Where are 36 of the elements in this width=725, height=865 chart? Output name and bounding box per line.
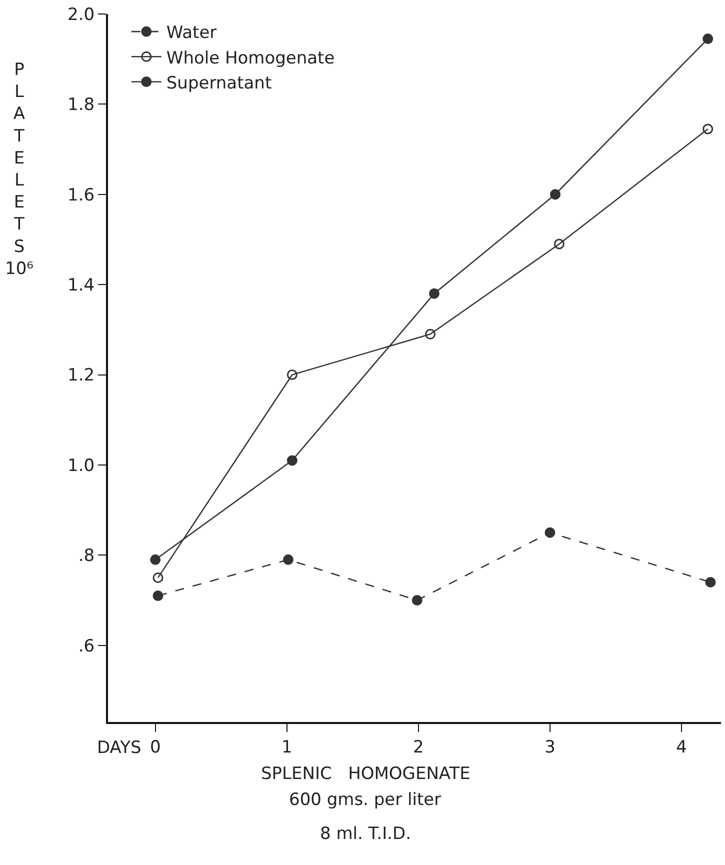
y-tick-label: 2.0: [68, 4, 95, 25]
point: [428, 288, 440, 299]
y-tick-label: 1.4: [68, 276, 95, 296]
x-tick-label: 2: [413, 737, 424, 758]
y-tick-label: 1.0: [68, 456, 95, 476]
text: 8 ml. T.I.D.: [320, 824, 411, 844]
x-tick-label: 3: [544, 737, 556, 758]
legend-label: Supernatant: [166, 73, 272, 94]
point: [544, 527, 556, 538]
text: PLATELETS 10⁶: [5, 60, 34, 279]
y-tick-label: .8: [78, 546, 95, 566]
point: [286, 455, 298, 466]
point: [150, 554, 161, 565]
point: [702, 124, 714, 134]
text: DAYS: [97, 738, 142, 758]
legend-label: Water: [166, 23, 217, 44]
point: [286, 370, 298, 380]
point: [152, 572, 164, 583]
y-tick-label: .6: [78, 636, 95, 656]
y-tick-label: 1.8: [68, 95, 95, 116]
legend-label: Whole Homogenate: [166, 48, 335, 68]
text: 600 gms. per liter: [289, 790, 442, 810]
point: [425, 328, 436, 340]
x-tick-label: 1: [281, 737, 292, 758]
point: [702, 34, 714, 44]
point: [152, 590, 164, 601]
x-axis-title: SPLENIC HOMOGENATE: [261, 764, 470, 784]
x-tick-label: 4: [676, 737, 687, 758]
y-tick-label: 1.6: [68, 185, 95, 206]
x-tick-label: 0: [150, 737, 161, 758]
point: [282, 554, 294, 565]
y-tick-label: 1.2: [68, 366, 95, 386]
point: [412, 594, 422, 606]
point: [550, 189, 560, 200]
point: [705, 576, 716, 588]
point: [554, 238, 564, 250]
